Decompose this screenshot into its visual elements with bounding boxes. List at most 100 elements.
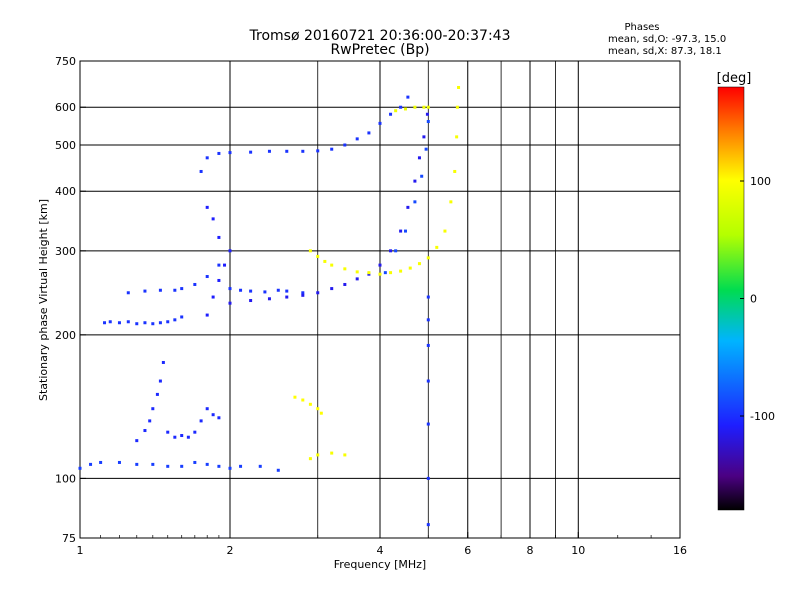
data-point-o <box>166 430 170 434</box>
data-point-o <box>330 147 334 151</box>
data-point-o <box>217 416 221 420</box>
data-point-o <box>367 272 371 276</box>
data-point-o <box>217 235 221 239</box>
data-point-o <box>199 419 203 423</box>
data-point-x <box>308 402 312 406</box>
data-point-o <box>426 295 430 299</box>
data-point-o <box>399 105 403 109</box>
data-point-o <box>223 263 227 267</box>
data-point-o <box>217 263 221 267</box>
data-point-o <box>199 169 203 173</box>
data-point-o <box>151 462 155 466</box>
data-point-o <box>155 392 159 396</box>
data-point-o <box>158 321 162 325</box>
data-point-o <box>425 112 429 116</box>
data-point-o <box>239 464 243 468</box>
data-point-x <box>319 411 323 415</box>
data-point-o <box>135 439 139 443</box>
data-point-o <box>228 301 232 305</box>
y-tick-label: 100 <box>55 472 76 485</box>
data-point-o <box>211 295 215 299</box>
data-point-o <box>399 229 403 233</box>
data-point-o <box>161 360 165 364</box>
colorbar-ticks: 100 0 -100 <box>740 175 775 423</box>
data-point-x <box>455 135 459 139</box>
data-point-o <box>166 464 170 468</box>
data-point-o <box>143 321 147 325</box>
colorbar-tick-label: -100 <box>750 410 775 423</box>
data-point-x <box>417 262 421 266</box>
data-point-o <box>228 287 232 291</box>
data-point-o <box>126 320 130 324</box>
y-tick-label: 600 <box>55 101 76 114</box>
data-point-o <box>417 156 421 160</box>
data-point-o <box>148 419 152 423</box>
data-point-o <box>420 174 424 178</box>
data-point-o <box>180 434 184 438</box>
data-point-o <box>316 291 320 295</box>
data-point-o <box>173 435 177 439</box>
data-point-x <box>389 271 393 275</box>
data-point-o <box>78 466 82 470</box>
data-point-o <box>193 430 197 434</box>
data-point-x <box>453 169 457 173</box>
data-point-x <box>301 398 305 402</box>
data-point-x <box>449 200 453 204</box>
data-point-o <box>117 321 121 325</box>
data-point-o <box>263 290 267 294</box>
data-point-x <box>330 451 334 455</box>
data-point-x <box>426 256 430 260</box>
chart-subtitle: RwPretec (Bp) <box>330 42 429 58</box>
data-point-o <box>378 121 382 125</box>
x-tick-label: 8 <box>527 544 534 557</box>
data-point-o <box>343 282 347 286</box>
data-point-o <box>239 288 243 292</box>
data-points <box>78 85 461 527</box>
data-point-o <box>383 271 387 275</box>
y-tick-label: 200 <box>55 329 76 342</box>
data-point-o <box>422 135 426 139</box>
data-point-o <box>135 322 139 326</box>
data-point-o <box>249 299 253 303</box>
data-point-o <box>180 315 184 319</box>
data-point-o <box>285 149 289 153</box>
data-point-o <box>108 320 112 324</box>
data-point-o <box>173 288 177 292</box>
x-tick-label: 1 <box>77 544 84 557</box>
data-point-o <box>424 147 428 151</box>
y-axis-ticks: 75 100 200 300 400 500 600 750 <box>55 55 86 545</box>
data-point-x <box>355 270 359 274</box>
data-point-x <box>367 271 371 275</box>
data-point-o <box>378 263 382 267</box>
y-tick-label: 400 <box>55 185 76 198</box>
data-point-o <box>211 217 215 221</box>
data-point-x <box>403 107 407 111</box>
data-point-x <box>323 259 327 263</box>
data-point-o <box>126 291 130 295</box>
data-point-o <box>355 277 359 281</box>
data-point-o <box>103 321 107 325</box>
colorbar-tick-label: 100 <box>750 175 771 188</box>
data-point-o <box>426 343 430 347</box>
x-tick-label: 6 <box>464 544 471 557</box>
data-point-x <box>435 245 439 249</box>
data-point-o <box>205 156 209 160</box>
data-point-x <box>408 266 412 270</box>
data-point-o <box>301 293 305 297</box>
data-point-o <box>193 460 197 464</box>
data-point-o <box>389 249 393 253</box>
data-point-o <box>316 149 320 153</box>
data-point-o <box>99 460 103 464</box>
data-point-o <box>426 318 430 322</box>
x-tick-label: 10 <box>571 544 585 557</box>
data-point-o <box>426 120 430 124</box>
data-point-o <box>426 422 430 426</box>
data-point-o <box>367 131 371 135</box>
data-point-o <box>267 297 271 301</box>
data-point-x <box>399 269 403 273</box>
data-point-o <box>135 462 139 466</box>
data-point-x <box>426 105 430 109</box>
data-point-o <box>426 523 430 527</box>
data-point-o <box>186 435 190 439</box>
data-point-x <box>308 457 312 461</box>
